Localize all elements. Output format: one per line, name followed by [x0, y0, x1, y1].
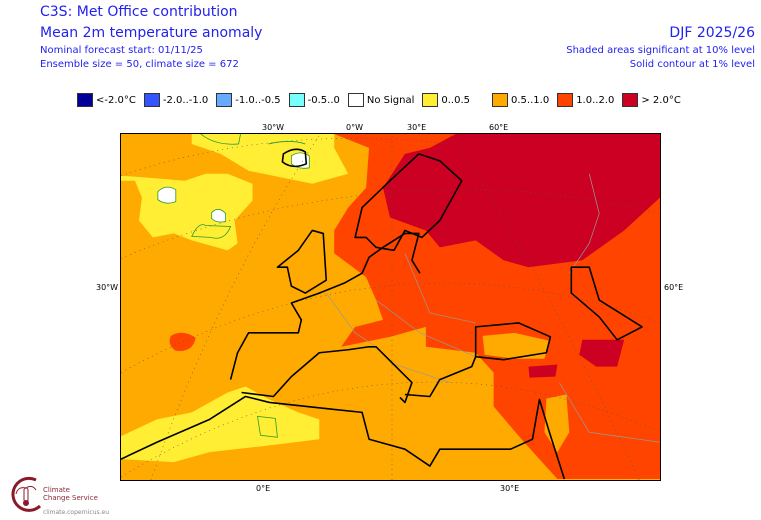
significance-shaded: Shaded areas significant at 10% level — [566, 45, 755, 56]
legend-swatch — [422, 93, 439, 107]
logo-line2: Change Service — [43, 494, 98, 502]
legend: <-2.0°C -2.0..-1.0 -1.0..-0.5 -0.5..0 No… — [77, 93, 689, 107]
significance-contour — [191, 134, 306, 438]
lon-label-bottom: 0°E — [256, 484, 271, 493]
legend-label: > 2.0°C — [641, 94, 681, 106]
significance-contour: Solid contour at 1% level — [629, 59, 755, 70]
legend-item: -0.5..0 — [288, 93, 340, 107]
anomaly-1-2-area — [169, 332, 196, 351]
temperature-anomaly-map — [120, 133, 661, 481]
logo-url: climate.copernicus.eu — [43, 509, 110, 516]
legend-swatch — [216, 93, 233, 107]
copernicus-logo: Climate Change Service climate.copernicu… — [6, 474, 109, 518]
legend-item: <-2.0°C — [77, 93, 136, 107]
lon-label-top: 0°W — [346, 123, 363, 132]
legend-swatch — [557, 93, 574, 107]
legend-swatch — [347, 93, 364, 107]
lon-label-top: 30°W — [262, 123, 285, 132]
legend-item: -2.0..-1.0 — [143, 93, 209, 107]
legend-swatch — [492, 93, 509, 107]
legend-swatch — [143, 93, 160, 107]
anomaly-above-2-area — [383, 134, 660, 378]
subtitle: Mean 2m temperature anomaly — [40, 25, 263, 41]
legend-label: 0..0.5 — [441, 94, 471, 106]
coastlines — [121, 148, 643, 480]
legend-label: -2.0..-1.0 — [162, 94, 209, 106]
legend-label: <-2.0°C — [96, 94, 136, 106]
thermometer-cloud-icon — [11, 476, 42, 512]
lon-label-bottom: 30°E — [500, 484, 520, 493]
legend-item: -1.0..-0.5 — [216, 93, 281, 107]
legend-swatch — [622, 93, 639, 107]
logo-line1: Climate — [43, 486, 70, 494]
legend-swatch — [77, 93, 93, 107]
lon-label-top: 30°E — [407, 123, 427, 132]
legend-label: -1.0..-0.5 — [235, 94, 281, 106]
lat-label-right: 60°E — [664, 283, 684, 292]
country-borders — [325, 173, 660, 443]
lon-label-top: 60°E — [489, 123, 509, 132]
anomaly-0-0.5-area — [121, 134, 349, 463]
lat-label-left: 30°W — [96, 283, 119, 292]
legend-label: 1.0..2.0 — [576, 94, 615, 106]
legend-item: > 2.0°C — [622, 93, 681, 107]
forecast-start: Nominal forecast start: 01/11/25 — [40, 45, 203, 56]
legend-item: No Signal — [347, 93, 415, 107]
legend-label: No Signal — [366, 94, 415, 106]
legend-label: -0.5..0 — [307, 94, 340, 106]
legend-item: 0.5..1.0 — [492, 93, 549, 107]
legend-label: 0.5..1.0 — [511, 94, 550, 106]
anomaly-0.5-1.0-area — [482, 332, 570, 453]
title: C3S: Met Office contribution — [40, 4, 238, 20]
legend-item: 0..0.5 — [422, 93, 470, 107]
legend-swatch — [288, 93, 305, 107]
period: DJF 2025/26 — [669, 25, 755, 41]
legend-item: 1.0..2.0 — [557, 93, 614, 107]
ensemble-size: Ensemble size = 50, climate size = 672 — [40, 59, 239, 70]
